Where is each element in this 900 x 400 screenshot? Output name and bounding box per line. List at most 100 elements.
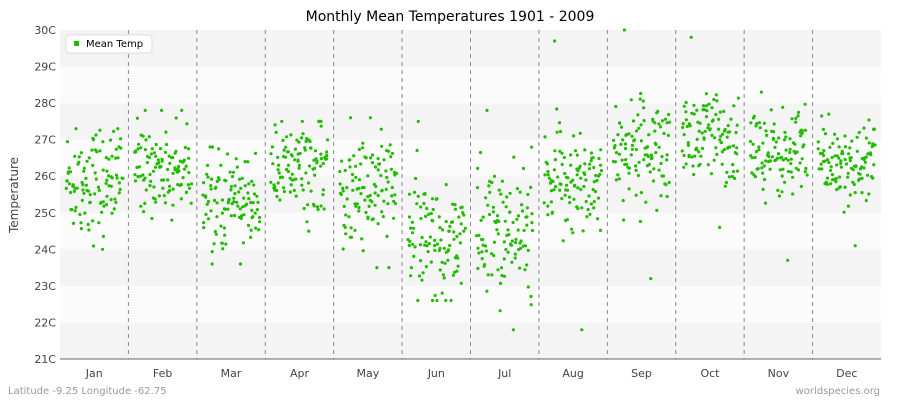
data-point [354, 204, 358, 208]
data-point [414, 176, 418, 181]
data-point [520, 203, 524, 207]
data-point [313, 166, 317, 170]
data-point [116, 127, 120, 131]
data-point [252, 192, 256, 196]
data-point [630, 143, 635, 147]
data-point [791, 175, 795, 179]
data-point [713, 136, 717, 140]
data-point [546, 173, 550, 177]
data-point [502, 274, 507, 278]
y-tick-label: 29C [34, 61, 56, 74]
data-point [637, 160, 641, 164]
data-point [325, 150, 329, 154]
data-point [597, 156, 601, 161]
data-point [149, 179, 153, 183]
data-point [734, 130, 738, 135]
data-point [455, 234, 459, 239]
data-point [581, 229, 585, 233]
data-point [217, 177, 221, 182]
x-tick-label: Mar [221, 367, 242, 380]
data-point [784, 157, 788, 161]
data-point [594, 173, 598, 178]
data-point [632, 139, 636, 143]
data-point [250, 208, 254, 212]
data-point [636, 113, 640, 117]
data-point [418, 243, 422, 247]
data-point [237, 190, 241, 194]
data-point [561, 239, 565, 243]
data-point [109, 184, 113, 188]
data-point [684, 110, 688, 114]
data-point [284, 145, 288, 149]
data-point [493, 219, 497, 224]
data-point [614, 104, 618, 109]
data-point [75, 186, 79, 190]
data-point [319, 157, 324, 161]
data-point [187, 156, 191, 160]
data-point [168, 161, 172, 165]
data-point [686, 141, 690, 145]
legend-box [65, 34, 153, 54]
month-separators [127, 30, 814, 359]
data-point [367, 204, 371, 208]
data-point [701, 146, 705, 150]
data-point [720, 162, 724, 166]
data-point [731, 163, 735, 167]
data-point [794, 120, 798, 124]
data-point [182, 158, 186, 162]
data-point [522, 228, 526, 233]
data-point [257, 228, 261, 232]
data-point [242, 213, 246, 217]
data-point [587, 167, 592, 171]
data-point [234, 157, 238, 161]
data-point [511, 328, 515, 332]
data-point [208, 145, 212, 149]
data-point [756, 167, 760, 171]
data-point [684, 162, 688, 166]
data-point [243, 184, 247, 188]
data-point [827, 112, 831, 116]
data-point [732, 169, 736, 174]
data-point [153, 197, 157, 201]
data-point [269, 152, 273, 156]
data-point [382, 199, 386, 203]
data-point [544, 160, 548, 164]
data-point [569, 153, 573, 157]
data-point [412, 226, 416, 230]
data-point [476, 266, 480, 271]
data-point [361, 141, 365, 145]
data-point [481, 238, 485, 242]
data-point [433, 243, 437, 248]
data-point [698, 162, 702, 166]
data-point [830, 155, 834, 160]
data-point [91, 244, 96, 248]
data-point [254, 226, 258, 230]
data-point [319, 152, 323, 156]
data-point [592, 165, 596, 170]
data-point [149, 152, 153, 156]
data-point [599, 148, 603, 152]
data-point [765, 133, 769, 137]
data-point [413, 245, 417, 249]
data-point [98, 128, 102, 132]
data-point [73, 186, 77, 190]
data-point [204, 212, 208, 216]
data-point [305, 220, 309, 224]
data-point [97, 221, 101, 225]
data-point [726, 124, 730, 128]
data-point [225, 152, 230, 156]
data-point [736, 96, 741, 100]
data-point [224, 179, 228, 183]
data-point [499, 266, 504, 270]
data-point [100, 210, 104, 214]
y-tick-labels: 21C 22C 23C 24C 25C 26C 27C 28C 29C 30C [34, 24, 56, 366]
data-point [793, 142, 797, 146]
data-point [307, 229, 311, 233]
data-point [236, 204, 240, 208]
data-point [589, 151, 594, 155]
data-point [825, 176, 830, 180]
data-point [184, 190, 188, 195]
data-point [613, 160, 618, 164]
data-point [442, 276, 446, 280]
data-point [634, 129, 639, 133]
